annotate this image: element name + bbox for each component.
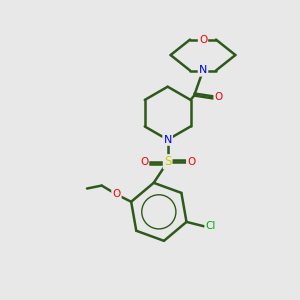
Text: N: N (199, 65, 207, 76)
Text: O: O (199, 34, 207, 45)
Text: O: O (187, 157, 195, 167)
Text: S: S (164, 155, 171, 168)
Text: Cl: Cl (206, 221, 216, 231)
Text: O: O (112, 189, 121, 200)
Text: O: O (140, 157, 148, 167)
Text: N: N (164, 135, 172, 145)
Text: O: O (214, 92, 223, 102)
